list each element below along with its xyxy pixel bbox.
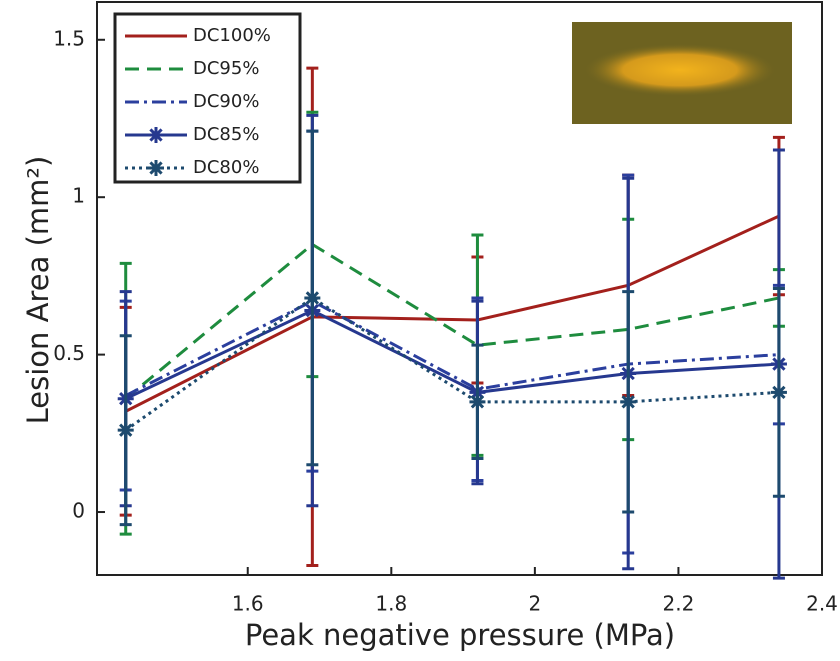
series-line xyxy=(125,299,780,397)
point-marker xyxy=(304,289,321,306)
y-tick-label: 0 xyxy=(72,499,85,523)
point-marker xyxy=(469,393,486,410)
y-axis-label: Lesion Area (mm²) xyxy=(21,156,55,425)
legend-label: DC100% xyxy=(193,25,271,46)
legend-marker xyxy=(148,127,164,143)
y-tick-label: 1 xyxy=(72,184,85,208)
x-tick-label: 1.8 xyxy=(375,592,407,616)
x-tick-label: 2 xyxy=(529,592,542,616)
point-marker xyxy=(620,393,637,410)
x-tick-label: 2.4 xyxy=(806,592,838,616)
x-tick-label: 2.2 xyxy=(663,592,695,616)
legend-label: DC90% xyxy=(193,91,259,112)
series-line xyxy=(124,296,780,432)
legend-label: DC80% xyxy=(193,157,259,178)
x-axis-label: Peak negative pressure (MPa) xyxy=(245,618,675,652)
legend-label: DC85% xyxy=(193,124,259,145)
point-marker xyxy=(117,422,134,439)
x-tick-label: 1.6 xyxy=(232,592,264,616)
y-tick-label: 1.5 xyxy=(53,26,85,50)
legend-box xyxy=(113,12,302,184)
plot-frame xyxy=(96,1,823,576)
point-marker xyxy=(770,384,787,401)
inset-lesion xyxy=(585,44,775,96)
legend-label: DC95% xyxy=(193,58,259,79)
y-tick-label: 0.5 xyxy=(53,341,85,365)
series-line xyxy=(124,242,780,400)
legend-marker xyxy=(148,160,164,176)
inset-image xyxy=(572,22,792,124)
